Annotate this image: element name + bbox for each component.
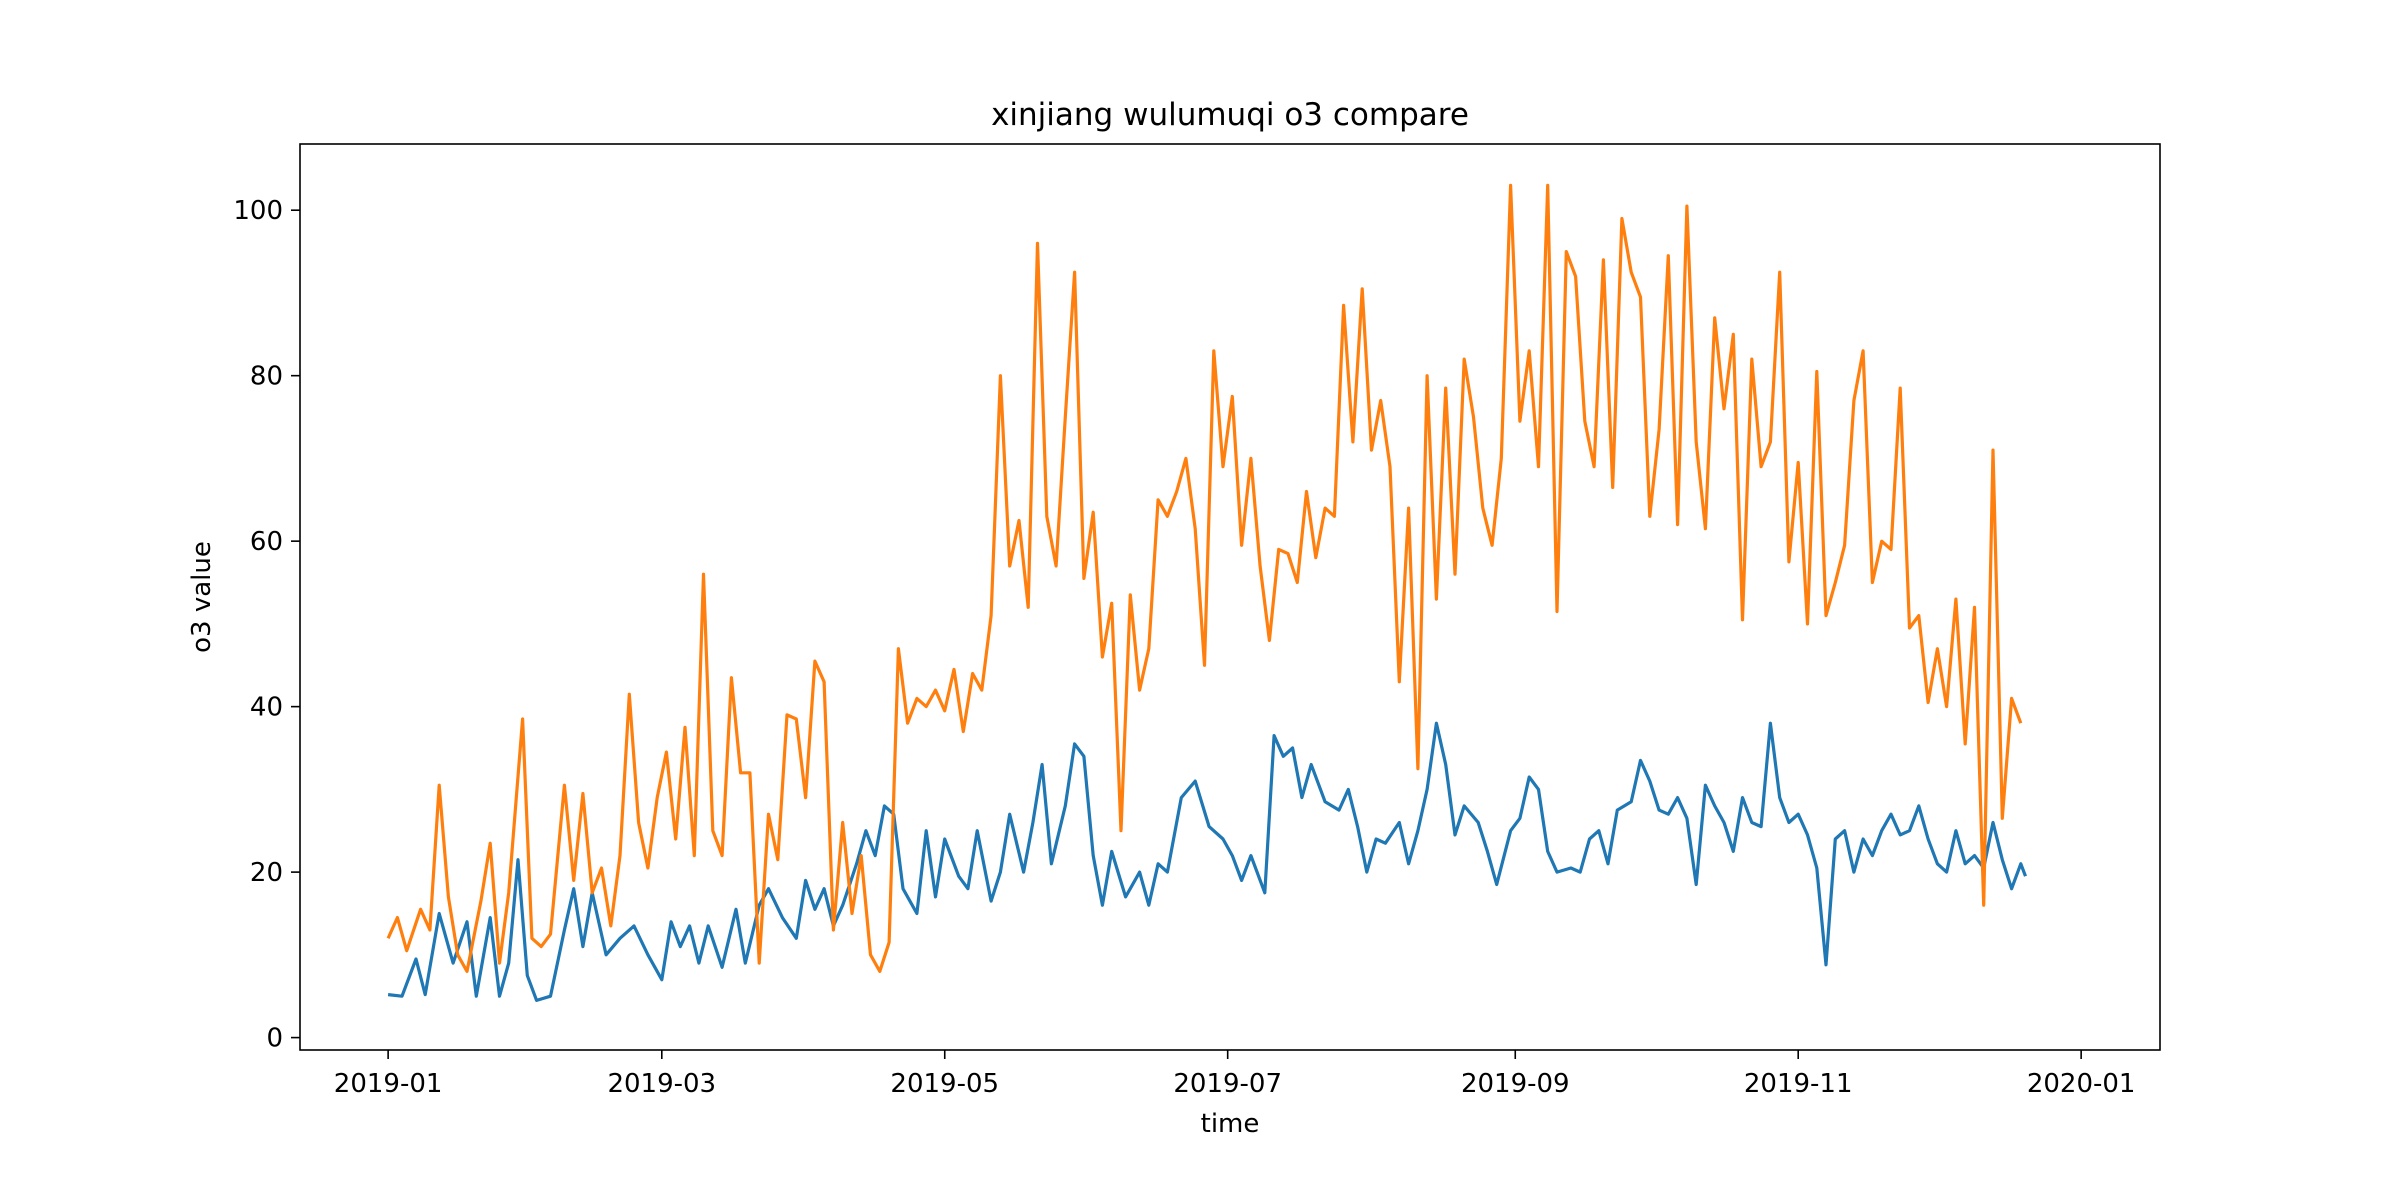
y-tick-label: 0 (266, 1024, 283, 1054)
x-tick-label: 2019-11 (1744, 1069, 1853, 1099)
y-tick-label: 80 (250, 362, 283, 392)
series-line-2 (386, 183, 2023, 973)
y-axis-ticks: 0 20 40 60 80 100 (233, 196, 300, 1054)
x-tick-label: 2020-01 (2027, 1069, 2136, 1099)
x-tick-label: 2019-07 (1173, 1069, 1282, 1099)
y-axis-title: o3 value (187, 541, 217, 653)
x-tick-label: 2019-03 (607, 1069, 716, 1099)
y-tick-label: 100 (233, 196, 283, 226)
y-tick-label: 40 (250, 693, 283, 723)
plot-frame (299, 143, 2161, 1051)
x-axis-ticks: 2019-01 2019-03 2019-05 2019-07 2019-09 2019-… (334, 1050, 2136, 1099)
x-tick-label: 2019-05 (890, 1069, 999, 1099)
series-line-1 (387, 721, 2027, 1002)
y-tick-label: 20 (250, 858, 283, 888)
x-tick-label: 2019-01 (334, 1069, 443, 1099)
y-tick-label: 60 (250, 527, 283, 557)
x-tick-label: 2019-09 (1461, 1069, 1570, 1099)
chart-title: xinjiang wulumuqi o3 compare (991, 97, 1469, 133)
x-axis-title: time (1201, 1109, 1260, 1139)
plot-area (386, 183, 2027, 1002)
